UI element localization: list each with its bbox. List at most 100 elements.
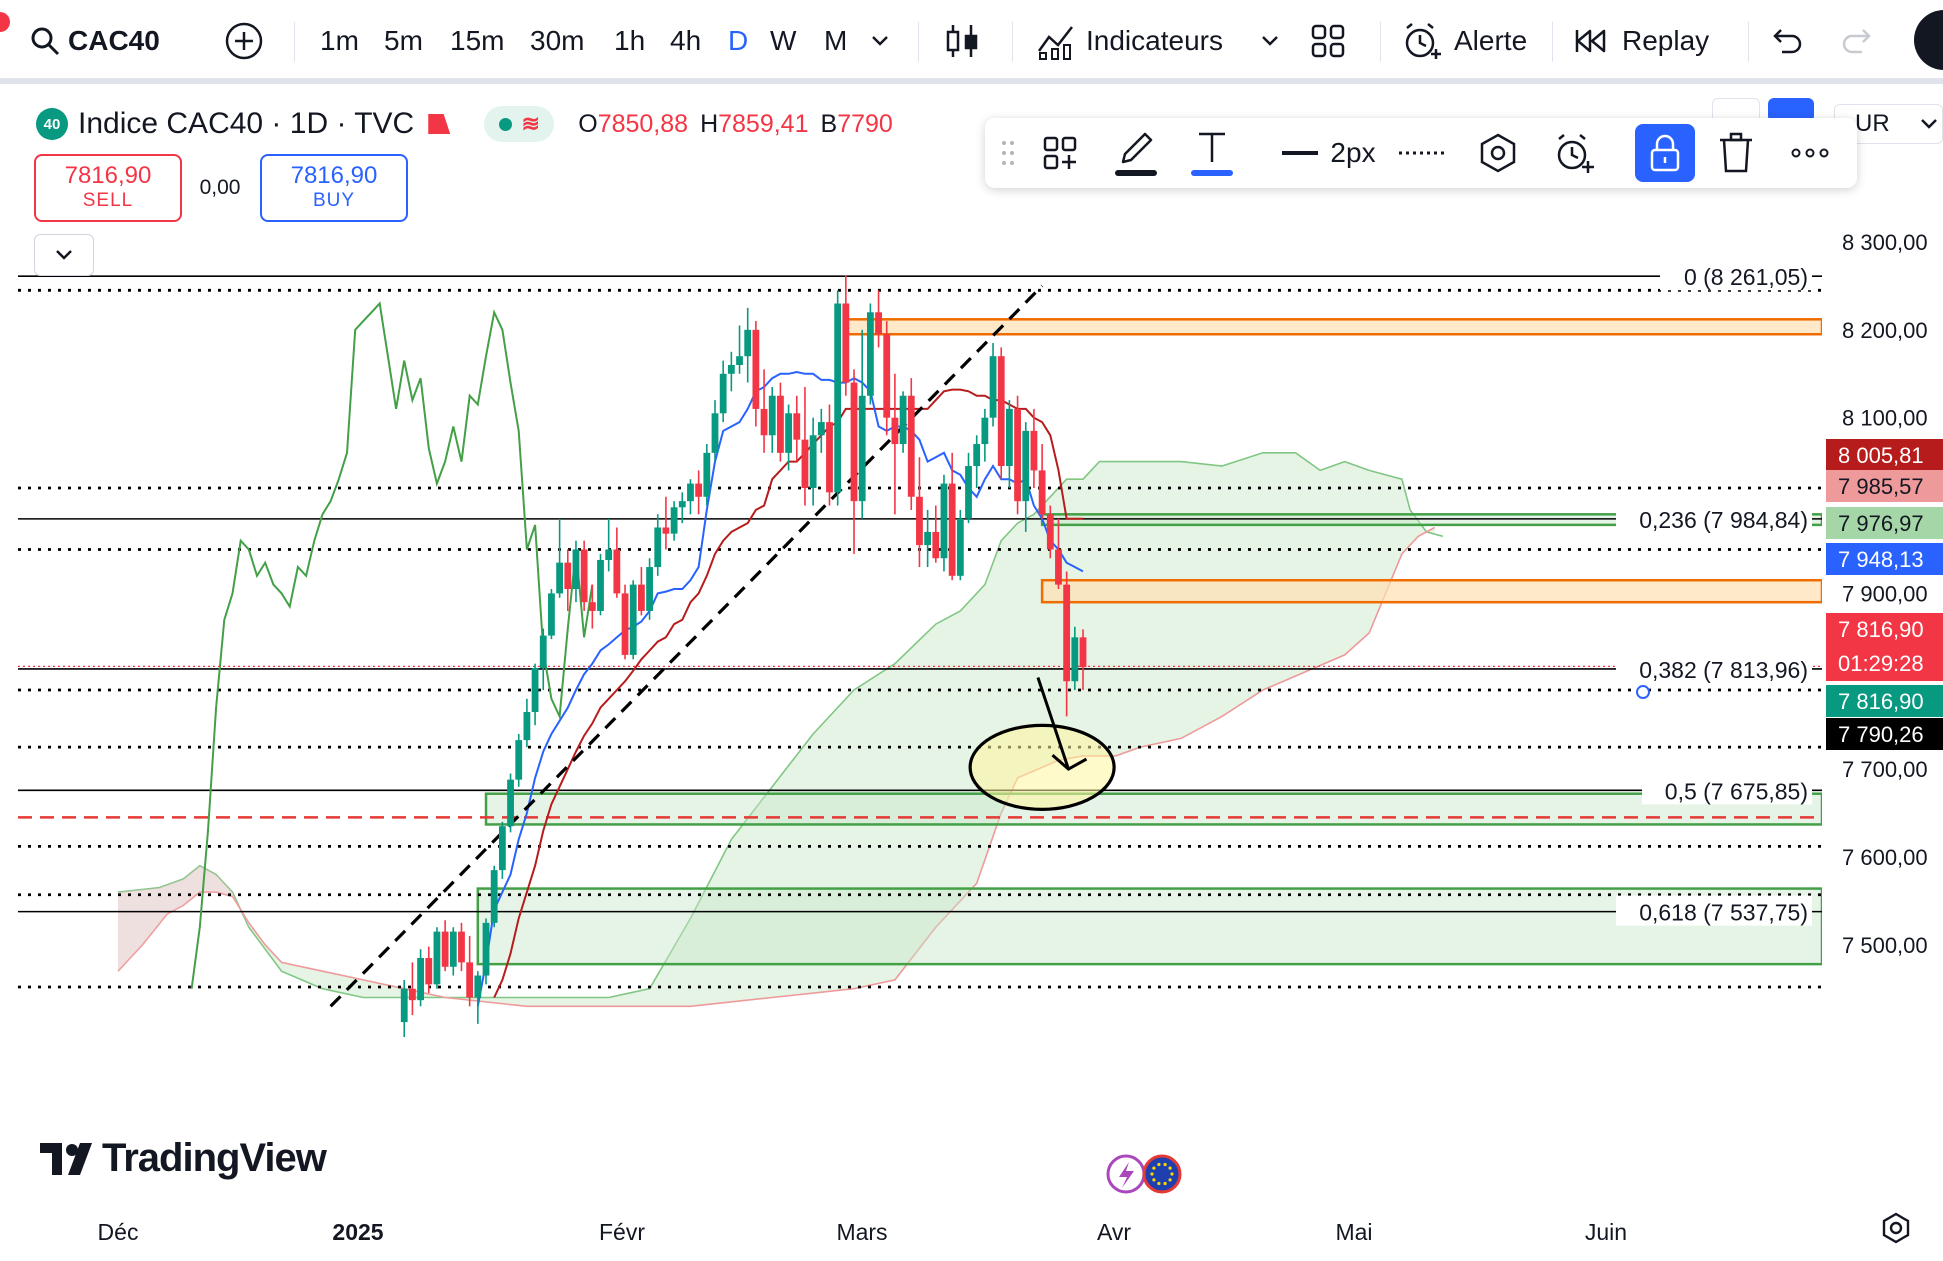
drag-handle[interactable]	[995, 130, 1021, 176]
compare-symbol-button[interactable]	[224, 18, 264, 64]
candle-body	[564, 562, 572, 590]
timeframe-15m[interactable]: 15m	[450, 25, 505, 56]
candle-body	[719, 373, 727, 414]
candle-body	[1055, 549, 1062, 585]
timeframe-M[interactable]: M	[824, 25, 848, 56]
candle	[1030, 408, 1038, 488]
candle	[997, 347, 1005, 480]
timeframe-4h[interactable]: 4h	[670, 25, 702, 56]
candle	[597, 553, 604, 616]
price-tag-label: 7 985,57	[1838, 474, 1924, 499]
candle-body	[474, 975, 482, 998]
fib-label: 0,382 (7 813,96)	[1639, 657, 1808, 683]
eu-star	[1168, 1178, 1172, 1182]
data-status-pill[interactable]: ≋	[484, 106, 555, 142]
line-style-button[interactable]	[1397, 130, 1447, 176]
redo-button[interactable]	[1840, 18, 1876, 64]
candle-body	[548, 593, 555, 636]
eu-star	[1152, 1166, 1156, 1170]
more-button[interactable]	[1785, 130, 1835, 176]
timeframe-1m[interactable]: 1m	[320, 25, 359, 56]
candle	[1038, 444, 1046, 519]
candle-body	[1079, 637, 1087, 668]
candle-body	[989, 356, 997, 418]
drawing-toolbar[interactable]: 2px	[985, 118, 1857, 188]
candle-body	[711, 413, 719, 453]
indicators-button[interactable]: Indicateurs	[1036, 18, 1223, 64]
candle-body	[523, 711, 531, 741]
buy-button[interactable]: 7816,90 BUY	[260, 154, 408, 222]
layout-button[interactable]	[1310, 18, 1346, 64]
replay-button[interactable]: Replay	[1574, 18, 1709, 64]
price-tag-background	[1826, 439, 1943, 471]
x-tick-label: Juin	[1585, 1219, 1627, 1245]
candle	[654, 514, 662, 576]
avatar[interactable]	[1914, 10, 1943, 70]
templates-grid-icon	[1043, 136, 1077, 170]
trash-icon	[1720, 132, 1752, 173]
lock-button[interactable]	[1635, 124, 1695, 182]
indicators-dropdown[interactable]	[1260, 18, 1280, 64]
ohlc-high-value: 7859,41	[718, 109, 809, 138]
candle-body	[449, 931, 457, 967]
candle-body	[948, 483, 956, 576]
add-alert-button[interactable]	[1549, 130, 1599, 176]
candle-body	[482, 922, 490, 976]
tradingview-watermark[interactable]: TradingView	[40, 1136, 327, 1181]
delete-button[interactable]	[1711, 130, 1761, 176]
fib-label-background	[1616, 652, 1812, 683]
fib-label: 0,618 (7 537,75)	[1639, 900, 1808, 926]
candle-body	[441, 931, 449, 967]
line-width-button[interactable]: 2px	[1279, 130, 1379, 176]
timeframe-dropdown[interactable]	[870, 18, 890, 64]
candle-body	[695, 483, 703, 497]
timeframe-1h[interactable]: 1h	[614, 25, 646, 56]
x-tick-label: Févr	[599, 1219, 645, 1245]
alert-button[interactable]: Alerte	[1402, 18, 1527, 64]
indicators-icon	[1037, 26, 1073, 60]
timeframe-W[interactable]: W	[770, 25, 797, 56]
candle	[932, 505, 940, 563]
candle-body	[507, 779, 514, 827]
undo-icon	[1773, 29, 1802, 54]
candle-body	[1030, 430, 1038, 471]
text-color-button[interactable]	[1187, 130, 1237, 176]
market-status-flag-icon	[428, 114, 451, 134]
candle	[924, 509, 932, 568]
chart-area[interactable]: 0 (8 261,05) 0,236 (7 984,84) 0,382 (7 813…	[0, 84, 1943, 1256]
candle	[687, 479, 694, 515]
candle-body	[425, 957, 433, 985]
timeframe-D[interactable]: D	[728, 25, 749, 56]
candle-body	[703, 452, 711, 497]
price-chart[interactable]: 0 (8 261,05) 0,236 (7 984,84) 0,382 (7 813…	[0, 84, 1943, 1256]
candle	[482, 918, 490, 985]
tradingview-logo-icon	[40, 1142, 92, 1175]
candle-body	[842, 303, 850, 383]
timeframe-5m[interactable]: 5m	[384, 25, 423, 56]
candle-body	[940, 483, 948, 559]
candle-body	[785, 413, 792, 453]
eu-star	[1152, 1178, 1156, 1182]
eu-star	[1168, 1166, 1172, 1170]
undo-button[interactable]	[1768, 18, 1804, 64]
symbol-search-button[interactable]: CAC40	[30, 18, 160, 64]
candle-body	[826, 422, 833, 493]
candle	[588, 584, 596, 629]
candle-body	[605, 549, 613, 561]
collapse-legend-button[interactable]	[34, 234, 94, 276]
chevron-down-icon	[56, 250, 72, 260]
candle	[466, 936, 474, 1007]
sell-button[interactable]: 7816,90 SELL	[34, 154, 182, 222]
candle	[711, 400, 719, 462]
settings-button[interactable]	[1473, 130, 1523, 176]
chart-type-button[interactable]	[942, 18, 982, 64]
timeframe-30m[interactable]: 30m	[530, 25, 585, 56]
candle-body	[637, 584, 645, 611]
line-color-button[interactable]	[1111, 130, 1161, 176]
templates-button[interactable]	[1037, 130, 1083, 176]
candle-body	[850, 382, 858, 502]
candle	[866, 303, 874, 405]
series-legend[interactable]: 40 Indice CAC40 · 1D · TVC ≋ O 7850,88 H…	[36, 106, 893, 142]
candle-body	[907, 395, 915, 497]
candle-body	[760, 408, 768, 436]
